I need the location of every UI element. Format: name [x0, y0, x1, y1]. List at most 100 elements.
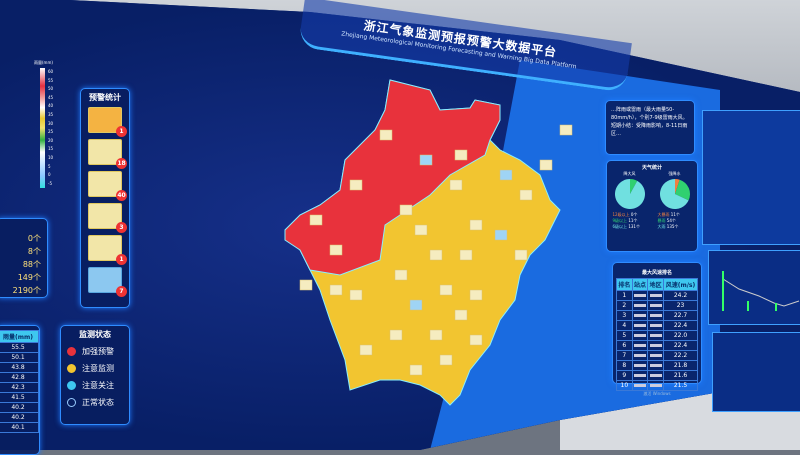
rain-value: 41.5: [0, 392, 39, 403]
warning-marker-icon[interactable]: [419, 154, 433, 166]
warning-marker-icon[interactable]: [439, 284, 453, 296]
column-header: 站点: [631, 278, 649, 291]
legend-label: 注意监测: [82, 364, 114, 373]
legend-item: 注意关注: [67, 380, 129, 391]
column-header: 排名: [616, 278, 633, 291]
warning-marker-icon[interactable]: [539, 159, 553, 171]
warning-marker-icon[interactable]: [309, 214, 323, 226]
rank: 2: [616, 300, 633, 311]
warning-marker-icon[interactable]: [469, 289, 483, 301]
warning-marker-icon[interactable]: [399, 204, 413, 216]
warning-marker-icon[interactable]: [329, 284, 343, 296]
warning-marker-icon[interactable]: [499, 169, 513, 181]
legend-label: 正常状态: [82, 398, 114, 407]
warning-marker-icon[interactable]: [494, 229, 508, 241]
scale-ticks: 60 55 50 45 40 35 30 25 20 15 10 5 0 -5: [48, 68, 53, 188]
region-cell: [647, 290, 665, 301]
pie-panel-title: 天气统计: [641, 165, 662, 171]
warning-card-blue[interactable]: 7: [88, 267, 127, 297]
legend-label: 大暴雨: [657, 212, 670, 217]
region-cell: [647, 350, 665, 361]
warning-marker-icon[interactable]: [329, 244, 343, 256]
legend-label: 注意关注: [82, 381, 114, 390]
scale-tick: 15: [48, 146, 54, 152]
legend-label: 大雨: [657, 224, 666, 229]
warning-marker-icon[interactable]: [394, 269, 408, 281]
warning-marker-icon[interactable]: [459, 249, 473, 261]
table-row: 43.8: [0, 362, 39, 373]
map-region-red[interactable]: [284, 79, 501, 276]
warning-card-orange[interactable]: 1: [88, 107, 127, 137]
warning-marker-icon[interactable]: [349, 179, 363, 191]
table-row: 9 21.6: [616, 370, 698, 381]
table-row: 1 24.2: [616, 290, 698, 301]
region-cell: [647, 310, 665, 321]
rank: 3: [616, 310, 633, 321]
legend-item: 正常状态: [67, 397, 129, 408]
warning-marker-icon[interactable]: [469, 219, 483, 231]
wind-value: 21.6: [663, 370, 698, 381]
count-badge: 3: [116, 222, 127, 233]
status-dot-icon: [67, 364, 76, 373]
warning-marker-icon[interactable]: [449, 179, 463, 191]
station-cell: [631, 320, 649, 331]
station-cell: [631, 370, 649, 381]
count-value: 0个: [27, 234, 41, 243]
warning-marker-icon[interactable]: [409, 299, 423, 311]
warning-marker-icon[interactable]: [469, 334, 483, 346]
warning-card-yellow[interactable]: 3: [88, 203, 127, 233]
forecast-text-panel: …阵雨或雷雨（最大雨量50-80mm/h），个别7-9级雷雨大风。短期小结：受降…: [605, 100, 695, 155]
warning-marker-icon[interactable]: [409, 364, 423, 376]
wind-value: 21.5: [663, 380, 698, 391]
scale-tick: 0: [48, 172, 51, 178]
wind-value: 22.4: [663, 320, 698, 331]
region-cell: [647, 300, 665, 311]
pie-slice: [614, 179, 645, 209]
scale-tick: 10: [48, 154, 54, 160]
warning-marker-icon[interactable]: [379, 129, 393, 141]
station-cell: [631, 290, 649, 301]
warning-marker-icon[interactable]: [429, 249, 443, 261]
station-cell: [631, 350, 649, 361]
warning-marker-icon[interactable]: [559, 124, 573, 136]
rain-value: 42.3: [0, 382, 39, 393]
warning-card-yellow[interactable]: 18: [88, 139, 127, 169]
warning-marker-icon[interactable]: [359, 344, 373, 356]
legend-value: 0个: [630, 212, 638, 217]
count-value: 88个: [22, 260, 41, 269]
warning-marker-icon[interactable]: [389, 329, 403, 341]
warning-card-yellow[interactable]: 40: [88, 171, 127, 201]
warning-marker-icon[interactable]: [414, 224, 428, 236]
warning-marker-icon[interactable]: [349, 289, 363, 301]
legend-item: 加强预警: [67, 346, 129, 357]
legend-label: 12级以上: [612, 212, 630, 217]
warning-stats-panel: 预警统计 1 18 40 3 1 7: [80, 88, 130, 308]
pie-slice: [659, 179, 689, 209]
legend-label: 6级以上: [612, 224, 628, 229]
warning-marker-icon[interactable]: [299, 279, 313, 291]
rank-title: 最大风速排名: [641, 270, 672, 276]
trend-line: [722, 278, 800, 307]
table-row: 6 22.4: [616, 340, 698, 351]
rank: 6: [616, 340, 633, 351]
wind-value: 22.7: [663, 310, 698, 321]
station-cell: [631, 300, 649, 311]
col-rain: 雨量(mm): [0, 330, 39, 343]
warning-marker-icon[interactable]: [429, 329, 443, 341]
count-badge: 7: [116, 286, 127, 297]
table-row: 10 21.5: [616, 380, 698, 391]
table-row: 40.2: [0, 402, 39, 413]
warning-marker-icon[interactable]: [439, 354, 453, 366]
table-row: 42.8: [0, 372, 39, 383]
warning-marker-icon[interactable]: [514, 249, 528, 261]
warning-marker-icon[interactable]: [454, 149, 468, 161]
warning-marker-icon[interactable]: [454, 309, 468, 321]
wind-value: 22.0: [663, 330, 698, 341]
warning-card-yellow[interactable]: 1: [88, 235, 127, 265]
count-value: 149个: [17, 273, 41, 282]
station-cell: [631, 380, 649, 391]
rain-value: 50.1: [0, 352, 39, 363]
warning-marker-icon[interactable]: [519, 189, 533, 201]
count-badge: 1: [116, 126, 127, 137]
